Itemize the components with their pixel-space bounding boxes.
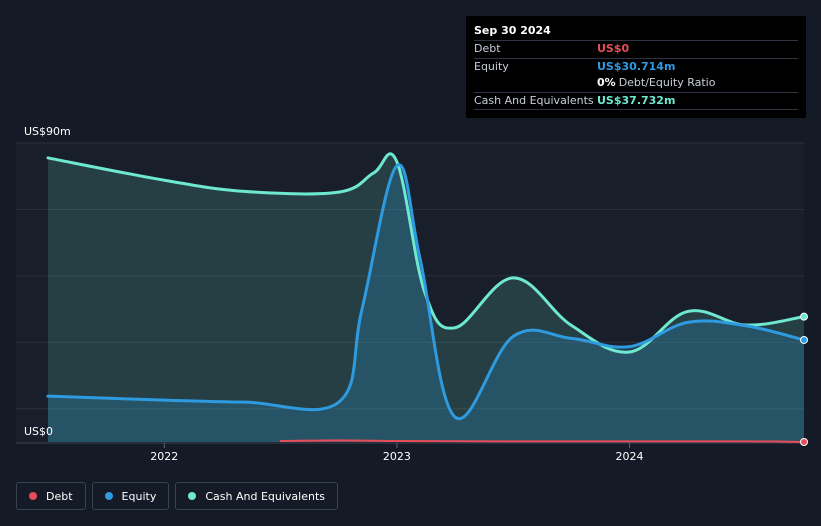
- legend-debt[interactable]: Debt: [16, 482, 86, 510]
- y-axis-top-label: US$90m: [24, 125, 71, 138]
- equity-dot-icon: [104, 492, 113, 500]
- tooltip-ratio-percent: 0%: [597, 76, 616, 89]
- legend-debt-label: Debt: [46, 489, 73, 503]
- tooltip-equity-label: Equity: [474, 59, 509, 73]
- cash-dot-icon: [188, 492, 197, 500]
- series-lines: [46, 152, 806, 443]
- tooltip-row-cash: Cash And Equivalents US$37.732m: [474, 91, 798, 110]
- equity-area: [48, 164, 804, 443]
- y-axis-bottom-label: US$0: [24, 425, 54, 438]
- legend-equity-label: Equity: [121, 489, 157, 503]
- tooltip-equity-value: US$30.714m: [597, 59, 676, 73]
- legend-equity[interactable]: Equity: [91, 482, 170, 510]
- x-tick-label: 2023: [382, 450, 411, 463]
- equity-line: [46, 163, 806, 421]
- equity-end-marker: [800, 335, 808, 344]
- tooltip-cash-value: US$37.732m: [597, 93, 676, 107]
- cash-line: [46, 152, 806, 354]
- end-markers: [800, 312, 808, 446]
- legend-cash[interactable]: Cash And Equivalents: [175, 482, 338, 510]
- debt-line: [279, 439, 805, 443]
- tooltip-debt-value: US$0: [597, 42, 630, 55]
- tooltip-ratio-label: Debt/Equity Ratio: [618, 76, 716, 89]
- legend-cash-label: Cash And Equivalents: [205, 489, 325, 503]
- x-tick-label: 2022: [150, 450, 179, 463]
- debt-dot-icon: [29, 492, 37, 500]
- data-tooltip: Sep 30 2024 Debt US$0 Equity US$30.714m …: [466, 16, 806, 118]
- x-tick-label: 2024: [615, 450, 644, 463]
- tooltip-row-ratio: 0% Debt/Equity Ratio: [474, 75, 798, 92]
- tooltip-row-equity: Equity US$30.714m: [474, 57, 798, 76]
- cash-end-marker: [800, 312, 808, 321]
- tooltip-date: Sep 30 2024: [474, 24, 551, 37]
- tooltip-cash-label: Cash And Equivalents: [474, 93, 594, 107]
- tooltip-debt-label: Debt: [474, 42, 501, 55]
- tooltip-row-debt: Debt US$0: [474, 40, 798, 58]
- chart-legend: Debt Equity Cash And Equivalents: [16, 482, 338, 510]
- debt-end-marker: [800, 438, 808, 446]
